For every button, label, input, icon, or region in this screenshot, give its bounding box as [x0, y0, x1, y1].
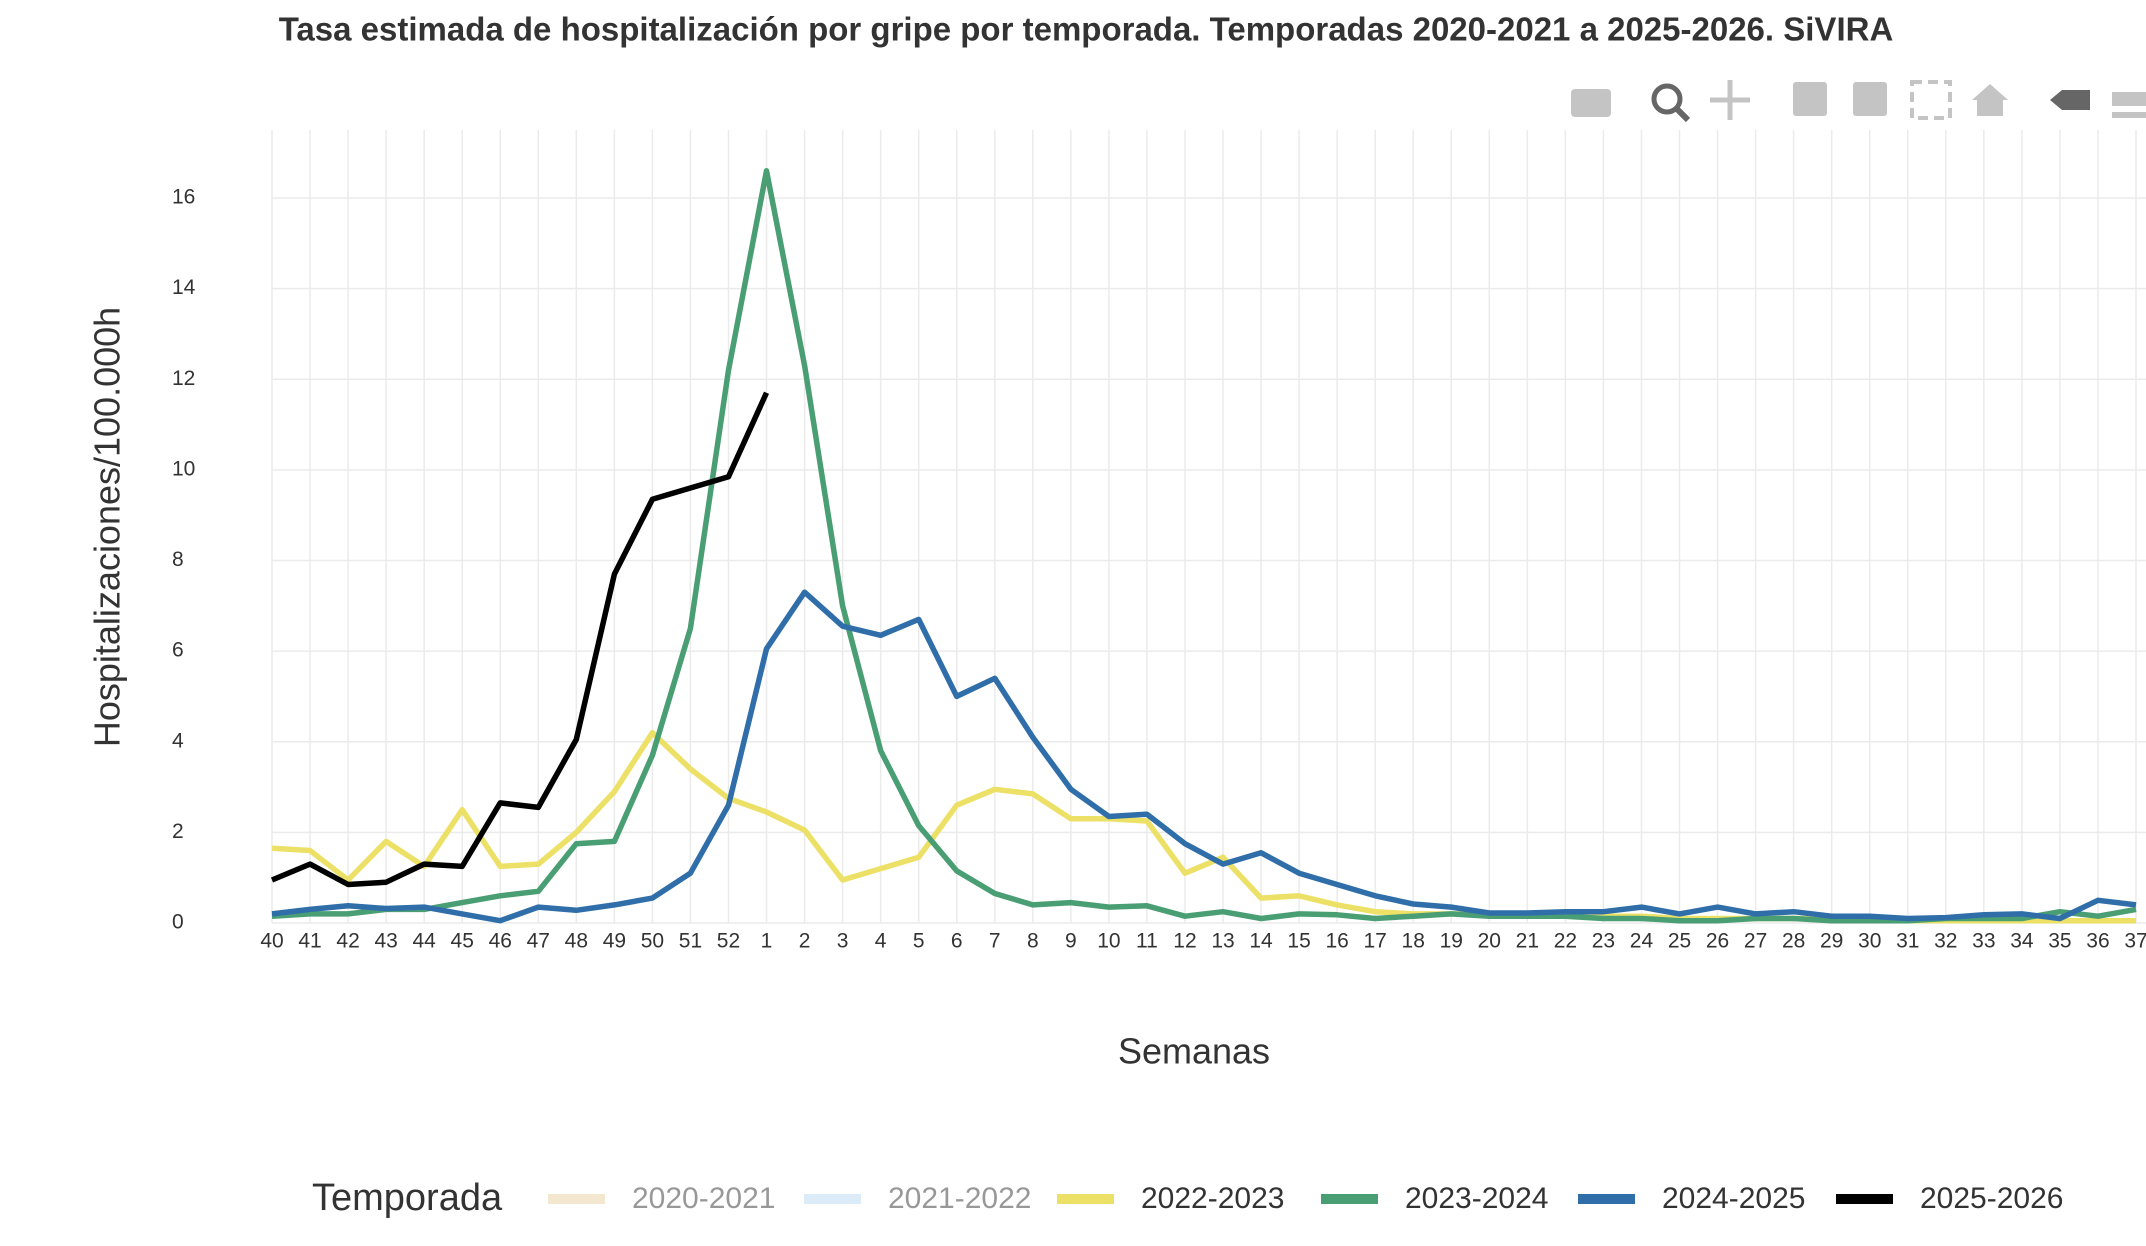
camera-icon[interactable] — [1571, 89, 1611, 117]
x-tick-label: 49 — [603, 930, 626, 953]
y-axis-title: Hospitalizaciones/100.000h — [87, 307, 128, 747]
x-tick-label: 37 — [2124, 930, 2146, 953]
x-tick-label: 4 — [875, 930, 887, 953]
x-tick-label: 46 — [489, 930, 512, 953]
legend-label: 2022-2023 — [1141, 1182, 1284, 1215]
x-tick-label: 47 — [527, 930, 550, 953]
x-tick-label: 28 — [1782, 930, 1805, 953]
x-tick-label: 15 — [1287, 930, 1310, 953]
x-axis-title: Semanas — [1118, 1031, 1270, 1072]
series-lines — [270, 168, 2137, 924]
x-tick-label: 6 — [951, 930, 963, 953]
x-tick-label: 48 — [565, 930, 588, 953]
x-tick-label: 36 — [2086, 930, 2109, 953]
x-tick-label: 14 — [1249, 930, 1273, 953]
legend-label: 2025-2026 — [1920, 1182, 2063, 1215]
x-tick-label: 16 — [1325, 930, 1348, 953]
x-tick-label: 10 — [1097, 930, 1120, 953]
y-tick-label: 2 — [172, 820, 184, 843]
x-tick-label: 13 — [1211, 930, 1234, 953]
toolbar[interactable] — [1571, 80, 2146, 123]
autoscale-icon[interactable] — [1910, 80, 1952, 120]
legend-label: 2024-2025 — [1662, 1182, 1805, 1215]
legend-item[interactable]: 2024-2025 — [1578, 1182, 1805, 1215]
series-line — [270, 391, 770, 888]
legend-label: 2021-2022 — [888, 1182, 1031, 1215]
x-tick-label: 30 — [1858, 930, 1881, 953]
x-tick-label: 35 — [2048, 930, 2071, 953]
x-tick-label: 44 — [412, 930, 436, 953]
x-tick-label: 50 — [641, 930, 664, 953]
x-tick-label: 29 — [1820, 930, 1843, 953]
x-tick-label: 24 — [1630, 930, 1654, 953]
y-tick-label: 6 — [172, 639, 184, 662]
chart-title: Tasa estimada de hospitalización por gri… — [279, 11, 1894, 48]
zoom-handle — [1673, 105, 1691, 123]
spike-icon[interactable] — [2050, 90, 2090, 110]
x-tick-label: 12 — [1173, 930, 1196, 953]
y-tick-label: 14 — [172, 276, 196, 299]
x-tick-label: 51 — [679, 930, 702, 953]
x-tick-label: 33 — [1972, 930, 1995, 953]
x-tick-label: 5 — [913, 930, 925, 953]
x-tick-label: 52 — [717, 930, 740, 953]
x-tick-label: 19 — [1440, 930, 1463, 953]
x-tick-label: 2 — [799, 930, 811, 953]
hover-icon[interactable] — [2112, 92, 2146, 118]
x-tick-label: 42 — [336, 930, 359, 953]
x-tick-label: 21 — [1516, 930, 1539, 953]
x-tick-label: 11 — [1136, 930, 1158, 953]
legend-item[interactable]: 2023-2024 — [1321, 1182, 1548, 1215]
grid — [271, 130, 2146, 924]
x-tick-label: 3 — [837, 930, 849, 953]
y-tick-label: 16 — [172, 186, 195, 209]
x-tick-label: 18 — [1402, 930, 1425, 953]
series-line — [271, 589, 2137, 924]
legend-label: 2023-2024 — [1405, 1182, 1548, 1215]
legend-item[interactable]: 2021-2022 — [804, 1182, 1031, 1215]
x-tick-label: 20 — [1478, 930, 1501, 953]
x-tick-label: 31 — [1896, 930, 1919, 953]
x-tick-label: 25 — [1668, 930, 1691, 953]
legend-title: Temporada — [312, 1177, 503, 1219]
series-line — [271, 168, 2137, 924]
x-tick-label: 23 — [1592, 930, 1615, 953]
legend-item[interactable]: 2022-2023 — [1057, 1182, 1284, 1215]
x-tick-label: 43 — [374, 930, 397, 953]
legend-item[interactable]: 2025-2026 — [1836, 1182, 2063, 1215]
x-tick-label: 41 — [298, 930, 321, 953]
zoom-icon[interactable] — [1651, 83, 1683, 115]
x-tick-label: 8 — [1027, 930, 1039, 953]
x-tick-label: 34 — [2010, 930, 2034, 953]
zoom-out-icon[interactable] — [1853, 82, 1887, 116]
legend-label: 2020-2021 — [632, 1182, 775, 1215]
x-tick-label: 1 — [761, 930, 773, 953]
x-tick-label: 17 — [1364, 930, 1387, 953]
y-tick-label: 10 — [172, 457, 195, 480]
y-tick-label: 4 — [172, 729, 184, 752]
x-tick-label: 26 — [1706, 930, 1729, 953]
zoom-in-icon[interactable] — [1793, 82, 1827, 116]
y-tick-label: 8 — [172, 548, 184, 571]
home-icon[interactable] — [1972, 84, 2008, 116]
series-line — [271, 729, 2136, 924]
pan-icon[interactable] — [1710, 80, 1750, 120]
y-tick-label: 0 — [172, 911, 184, 934]
x-tick-label: 22 — [1554, 930, 1577, 953]
y-tick-label: 12 — [172, 367, 195, 390]
x-tick-label: 9 — [1065, 930, 1077, 953]
x-tick-label: 40 — [260, 930, 283, 953]
x-tick-label: 45 — [451, 930, 474, 953]
x-tick-label: 7 — [989, 930, 1001, 953]
x-tick-label: 32 — [1934, 930, 1957, 953]
legend-item[interactable]: 2020-2021 — [548, 1182, 775, 1215]
x-tick-label: 27 — [1744, 930, 1767, 953]
